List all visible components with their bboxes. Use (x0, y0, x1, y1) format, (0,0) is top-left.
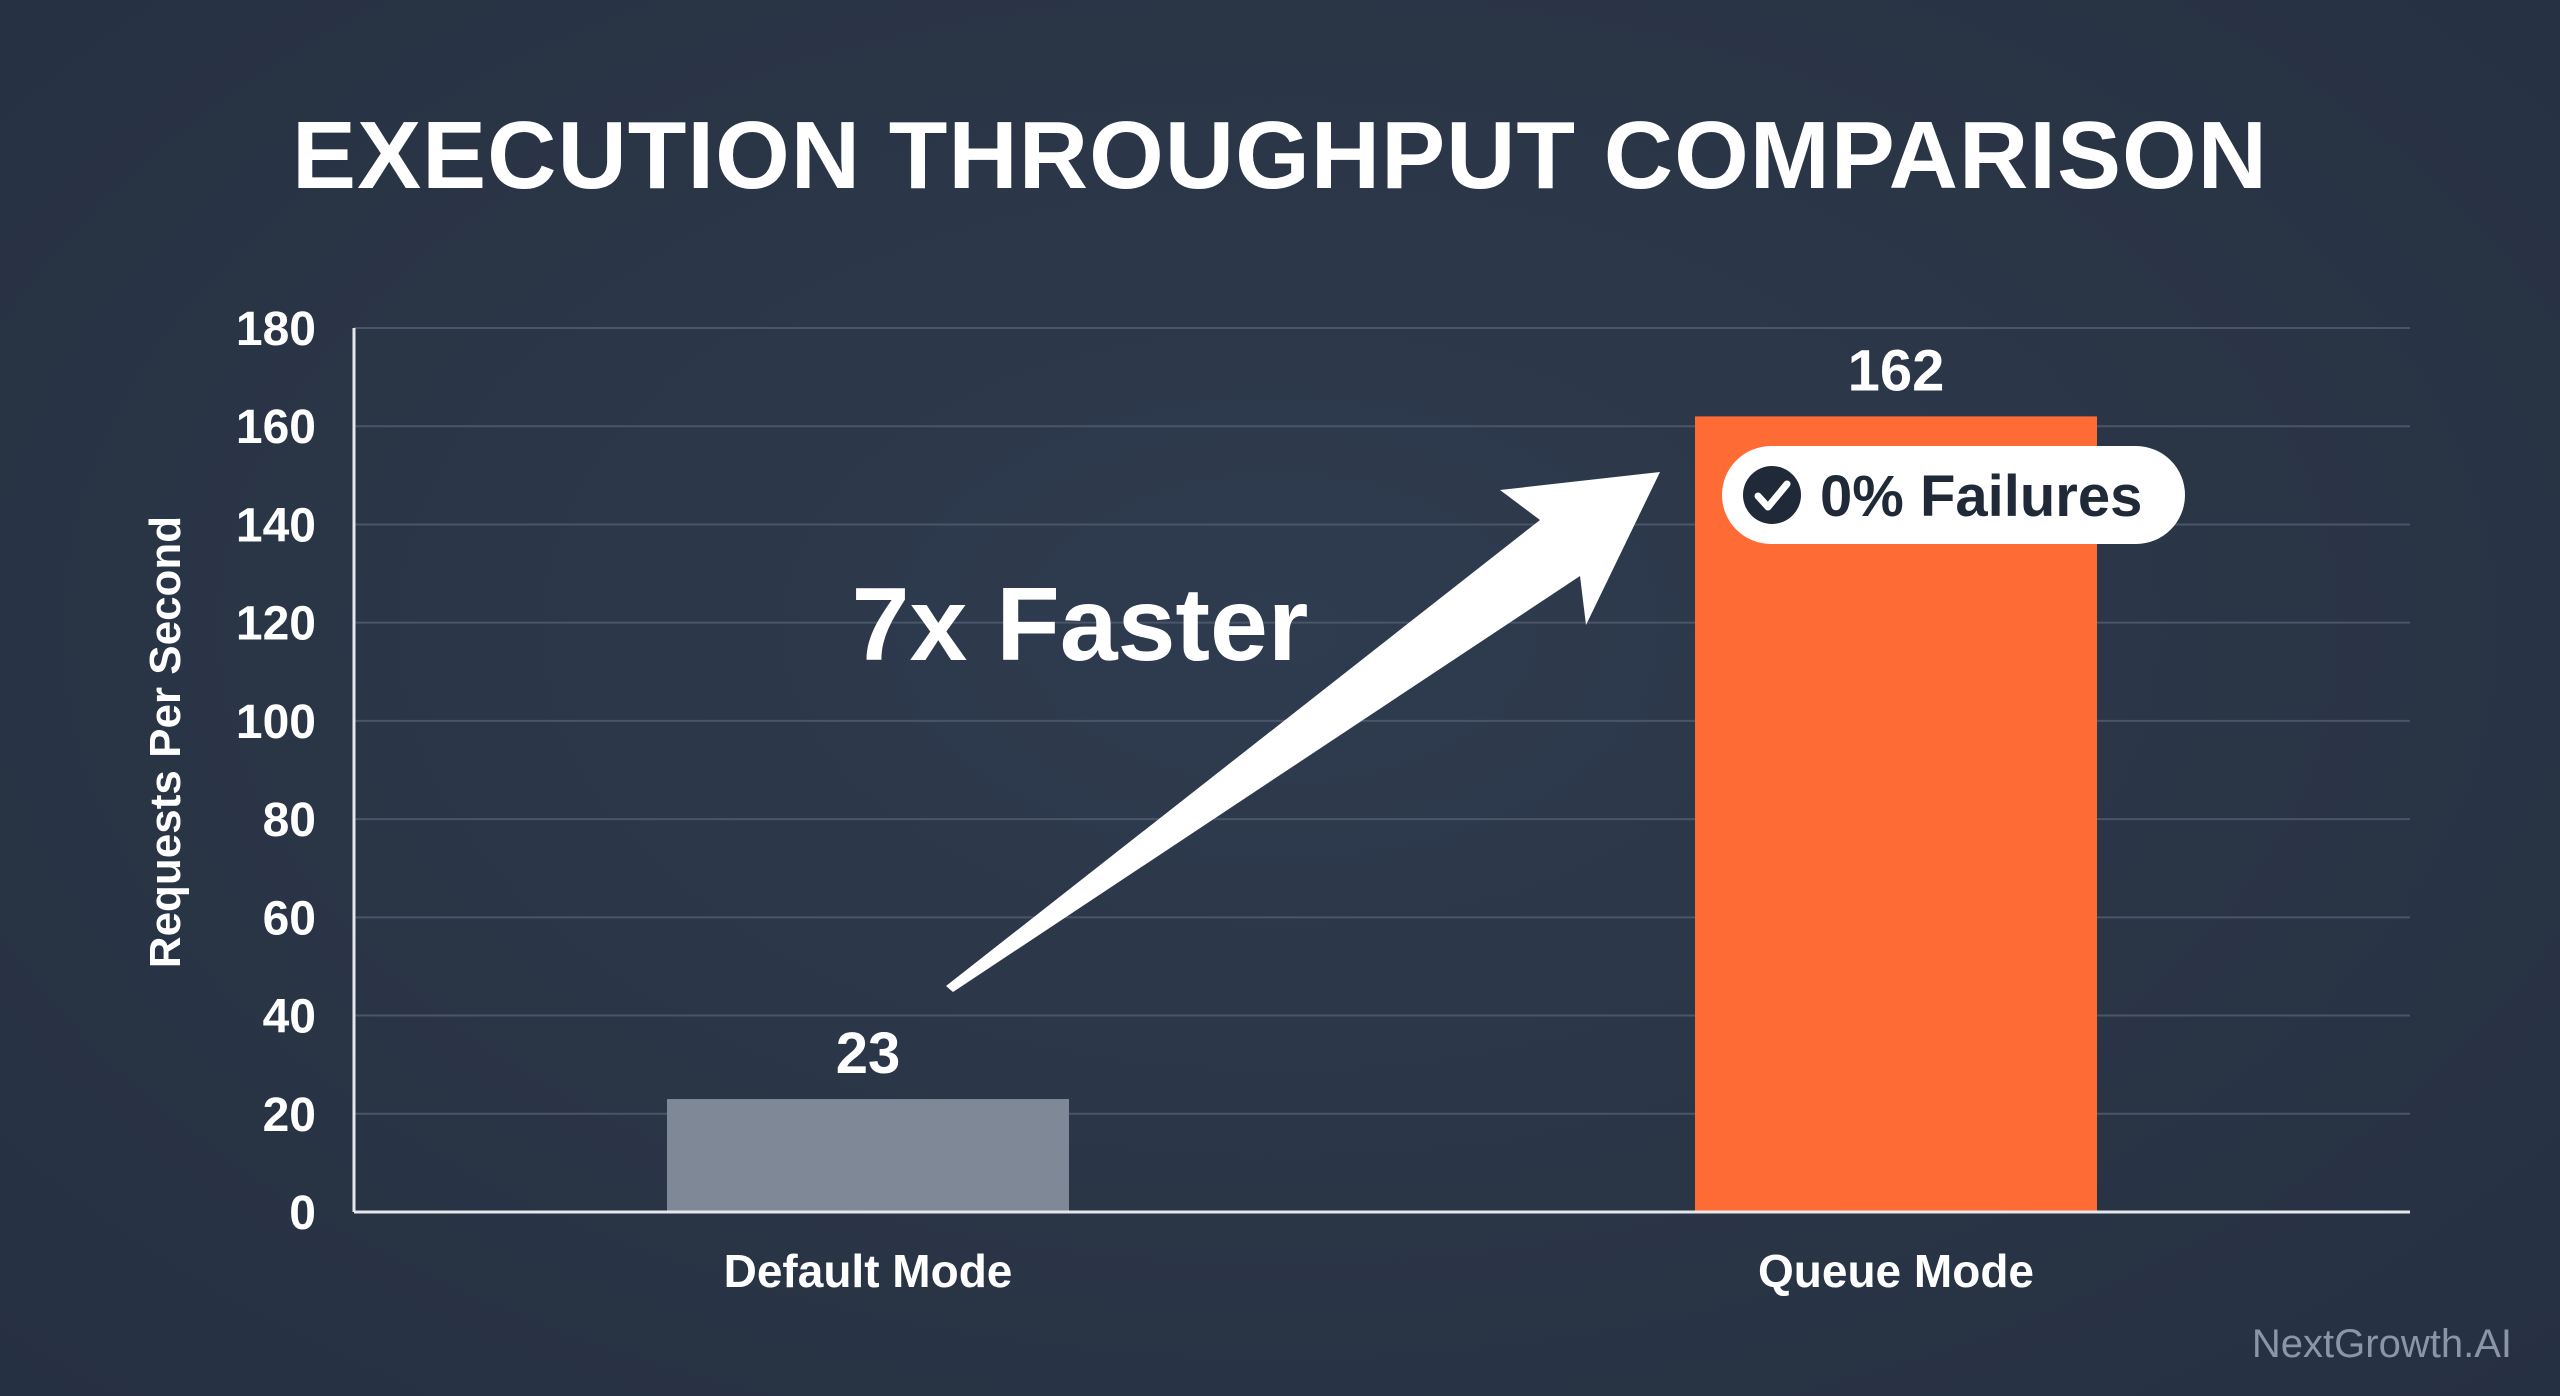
y-tick-label: 100 (236, 696, 316, 749)
y-tick-label: 80 (263, 794, 316, 847)
category-labels: Default Mode Queue Mode (724, 1245, 2034, 1297)
y-tick-label: 140 (236, 499, 316, 552)
badge-label: 0% Failures (1820, 464, 2142, 529)
chart-title: EXECUTION THROUGHPUT COMPARISON (292, 102, 2268, 209)
y-axis-ticks: 0 20 40 60 80 100 120 140 160 180 (236, 303, 316, 1240)
speedup-annotation: 7x Faster (852, 567, 1309, 683)
y-tick-label: 0 (289, 1187, 316, 1240)
x-category-label: Queue Mode (1758, 1245, 2034, 1297)
value-label: 23 (836, 1021, 901, 1086)
y-tick-label: 120 (236, 598, 316, 651)
y-tick-label: 180 (236, 303, 316, 356)
gridlines (354, 327, 2410, 1115)
y-tick-label: 160 (236, 401, 316, 454)
badge-background (1722, 446, 2185, 544)
y-tick-label: 20 (263, 1089, 316, 1142)
x-category-label: Default Mode (724, 1245, 1013, 1297)
bar-queue-mode (1695, 416, 2097, 1212)
y-tick-label: 60 (263, 892, 316, 945)
value-label: 162 (1848, 338, 1945, 403)
check-circle-icon (1743, 466, 1801, 524)
failures-badge: 0% Failures (1722, 446, 2185, 544)
arrow-icon (946, 472, 1660, 992)
bar-default-mode (667, 1099, 1069, 1212)
value-labels: 23 162 (836, 338, 1945, 1086)
y-tick-label: 40 (263, 991, 316, 1044)
speedup-arrow (946, 472, 1660, 992)
y-axis-label: Requests Per Second (141, 516, 190, 968)
watermark: NextGrowth.AI (2252, 1322, 2512, 1366)
bars (667, 416, 2097, 1212)
